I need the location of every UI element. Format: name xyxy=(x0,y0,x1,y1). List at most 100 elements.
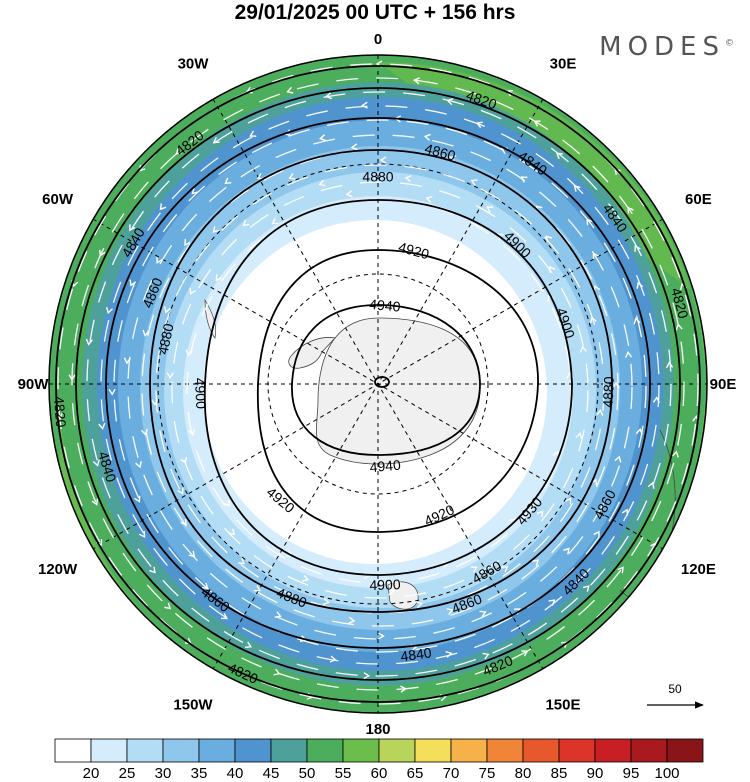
streamline-arrowhead xyxy=(549,265,556,273)
streamline-arrowhead xyxy=(185,349,193,357)
streamline-arrowhead xyxy=(624,350,633,358)
contour-4900 xyxy=(203,199,573,576)
longitude-label: 0 xyxy=(374,31,382,48)
streamline-arrowhead xyxy=(123,357,131,365)
streamline-arrowhead xyxy=(108,388,116,396)
colorbar-tick-label: 30 xyxy=(155,765,172,782)
colorbar-tick-label: 80 xyxy=(515,765,532,782)
colorbar-swatch xyxy=(378,738,416,763)
streamline-arrowhead xyxy=(254,585,262,592)
streamline-arrowhead xyxy=(404,174,412,183)
longitude-label: 150E xyxy=(545,696,580,713)
streamline-arrowhead xyxy=(164,602,172,610)
colorbar-swatch xyxy=(162,738,200,763)
logo-text: MODES xyxy=(599,32,725,62)
streamline-arrowhead xyxy=(496,233,504,240)
streamline-arrowhead xyxy=(224,177,232,185)
colorbar-swatch xyxy=(630,738,668,763)
colorbar-tick-label: 70 xyxy=(443,765,460,782)
streamline-arrowhead xyxy=(129,224,136,232)
streamline-arrows xyxy=(55,60,700,702)
streamline-arrowhead xyxy=(545,235,553,243)
streamline-arrowhead xyxy=(533,120,541,127)
streamline-arrowhead xyxy=(201,582,209,590)
streamline-arrowhead xyxy=(301,574,310,582)
streamline-arrowhead xyxy=(271,217,279,225)
longitude-label: 120W xyxy=(38,561,78,578)
contour-label: 4920 xyxy=(397,239,431,263)
streamline-arrowhead xyxy=(329,655,337,663)
streamline-arrowhead xyxy=(415,601,424,609)
streamline-arrowhead xyxy=(617,566,624,574)
wind-patch-60 xyxy=(378,62,705,560)
colorbar-swatch xyxy=(450,738,488,763)
streamline-arrowhead xyxy=(486,206,494,213)
colorbar-tick-label: 55 xyxy=(335,765,352,782)
streamline-arrowhead xyxy=(166,372,174,380)
streamline-arrowhead xyxy=(521,650,529,657)
streamline-arrowhead xyxy=(532,559,540,567)
streamline-arrowhead xyxy=(675,323,683,331)
streamline-arrowhead xyxy=(634,244,641,252)
streamline-arrowhead xyxy=(579,345,587,353)
streamline-arrowhead xyxy=(189,287,196,295)
streamline-arrowhead xyxy=(501,566,509,573)
colorbar-swatch xyxy=(234,738,272,763)
streamline-arrowhead xyxy=(318,134,327,142)
streamline-arrowhead xyxy=(548,599,556,606)
colorbar-swatch xyxy=(342,738,380,763)
colorbar-swatch xyxy=(54,738,92,763)
longitude-label: 60W xyxy=(42,191,74,208)
streamline-arrowhead xyxy=(274,611,282,618)
streamline-arrowhead xyxy=(400,685,408,693)
streamline-arrowhead xyxy=(286,86,294,94)
streamline-arrowhead xyxy=(665,361,674,369)
streamline-arrowhead xyxy=(592,252,599,260)
streamline-arrowhead xyxy=(612,381,620,389)
streamline-arrowhead xyxy=(412,77,420,85)
map-title: 29/01/2025 00 UTC + 156 hrs xyxy=(234,1,516,24)
longitude-label: 30E xyxy=(550,56,577,73)
streamline-arrowhead xyxy=(159,203,167,211)
colorbar-tick-label: 35 xyxy=(191,765,208,782)
streamline-arrowhead xyxy=(142,329,150,337)
contour-label: 4820 xyxy=(668,286,692,320)
colorbar-swatch xyxy=(522,738,560,763)
streamline-arrowhead xyxy=(140,428,148,436)
streamline-arrowhead xyxy=(633,317,641,325)
streamline-arrowhead xyxy=(363,672,371,680)
colorbar-swatch xyxy=(558,738,596,763)
colorbar-tick-label: 85 xyxy=(551,765,568,782)
streamline-arrowhead xyxy=(479,610,487,618)
contour-label: 4880 xyxy=(155,322,177,356)
streamline-arrowhead xyxy=(318,179,326,187)
colorbar-swatch xyxy=(270,738,308,763)
streamline-arrowhead xyxy=(134,495,141,503)
contour-4840 xyxy=(75,87,681,681)
map-boundary xyxy=(48,54,708,714)
colorbar-tick-label: 40 xyxy=(227,765,244,782)
longitude-labels: 0 30E 60E 90E 120E 150E 180 150W 120W 90W 60W 30W xyxy=(18,31,737,738)
streamline-arrowhead xyxy=(188,428,196,436)
streamline-arrowhead xyxy=(635,427,643,435)
colorbar: 20 25 30 35 40 45 50 55 60 65 70 75 80 85 90 95 100 xyxy=(54,738,704,782)
contour-4820 xyxy=(55,65,701,703)
contour-center xyxy=(374,376,390,388)
streamline-arrowhead xyxy=(138,530,146,538)
antarctic-peninsula xyxy=(288,337,336,369)
colorbar-swatch xyxy=(486,738,524,763)
colorbar-swatch xyxy=(90,738,128,763)
streamline-arrowhead xyxy=(387,588,395,596)
streamline-arrowhead xyxy=(582,585,590,592)
wind-scale-arrow: 50 xyxy=(647,682,704,709)
contour-4860 xyxy=(105,117,651,649)
colorbar-tick-label: 20 xyxy=(83,765,100,782)
longitude-label: 180 xyxy=(365,721,390,738)
streamline-arrowhead xyxy=(85,338,93,346)
streamline-arrowhead xyxy=(242,219,250,227)
colorbar-tick-label: 25 xyxy=(119,765,136,782)
colorbar-swatch xyxy=(198,738,236,763)
streamline-arrowhead xyxy=(91,498,99,506)
contour-label: 4880 xyxy=(600,376,617,408)
